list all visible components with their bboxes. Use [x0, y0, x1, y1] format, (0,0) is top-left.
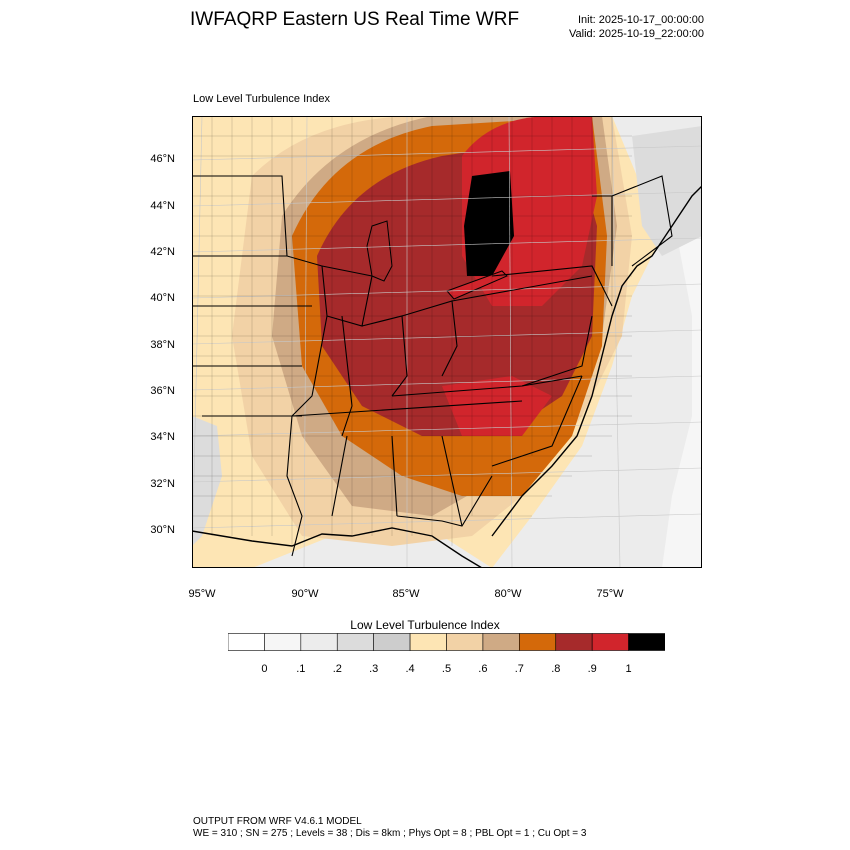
colorbar-label: .5: [441, 663, 452, 675]
gulf-gray: [252, 536, 492, 568]
colorbar-label: .7: [514, 663, 524, 675]
colorbar-swatch: [482, 633, 520, 651]
run-times: Init: 2025-10-17_00:00:00 Valid: 2025-10…: [569, 13, 704, 41]
lat-label: 30°N: [150, 524, 175, 536]
lat-label: 38°N: [150, 339, 175, 351]
lat-label: 32°N: [150, 478, 175, 490]
colorbar-swatch: [446, 633, 484, 651]
new-england-gray: [632, 126, 702, 256]
colorbar-label: .3: [369, 663, 379, 675]
colorbar-label: .4: [405, 663, 415, 675]
page-title: IWFAQRP Eastern US Real Time WRF: [190, 9, 520, 30]
lat-label: 44°N: [150, 200, 175, 212]
band-red-south: [442, 376, 552, 436]
model-params: WE = 310 ; SN = 275 ; Levels = 38 ; Dis …: [193, 828, 587, 839]
colorbar-swatch: [591, 633, 629, 651]
colorbar-label: .9: [587, 663, 597, 675]
colorbar-label: .6: [478, 663, 488, 675]
atlantic-light: [662, 146, 702, 568]
lon-label: 95°W: [188, 588, 216, 600]
county-texture: [192, 116, 632, 546]
colorbar-swatch: [300, 633, 338, 651]
colorbar-title: Low Level Turbulence Index: [350, 618, 500, 632]
colorbar-label: 1: [625, 663, 632, 675]
colorbar-swatch: [409, 633, 447, 651]
valid-time: Valid: 2025-10-19_22:00:00: [569, 28, 704, 40]
lat-label: 36°N: [150, 385, 175, 397]
colorbar-label: .8: [551, 663, 561, 675]
lon-label: 90°W: [291, 588, 319, 600]
colorbar: [228, 633, 665, 651]
plot-title: Low Level Turbulence Index: [193, 93, 330, 105]
atlantic-gray: [492, 116, 702, 568]
colorbar-swatch: [555, 633, 593, 651]
lat-label: 46°N: [150, 153, 175, 165]
model-info: OUTPUT FROM WRF V4.6.1 MODEL WE = 310 ; …: [193, 816, 586, 840]
colorbar-swatch: [519, 633, 557, 651]
colorbar-swatch: [264, 633, 302, 651]
colorbar-swatch: [628, 633, 665, 651]
colorbar-label: 0: [261, 663, 268, 675]
lon-label: 80°W: [494, 588, 522, 600]
lon-label: 85°W: [392, 588, 420, 600]
colorbar-swatch: [373, 633, 411, 651]
lon-label: 75°W: [596, 588, 624, 600]
colorbar-swatch: [336, 633, 374, 651]
model-line: OUTPUT FROM WRF V4.6.1 MODEL: [193, 816, 362, 827]
turbulence-map: [192, 116, 702, 568]
southwest-gray: [192, 416, 222, 546]
lat-label: 40°N: [150, 292, 175, 304]
colorbar-swatch: [228, 633, 265, 651]
init-time: Init: 2025-10-17_00:00:00: [578, 14, 704, 26]
colorbar-label: .2: [332, 663, 342, 675]
lat-label: 42°N: [150, 246, 175, 258]
lat-label: 34°N: [150, 431, 175, 443]
colorbar-label: .1: [296, 663, 306, 675]
